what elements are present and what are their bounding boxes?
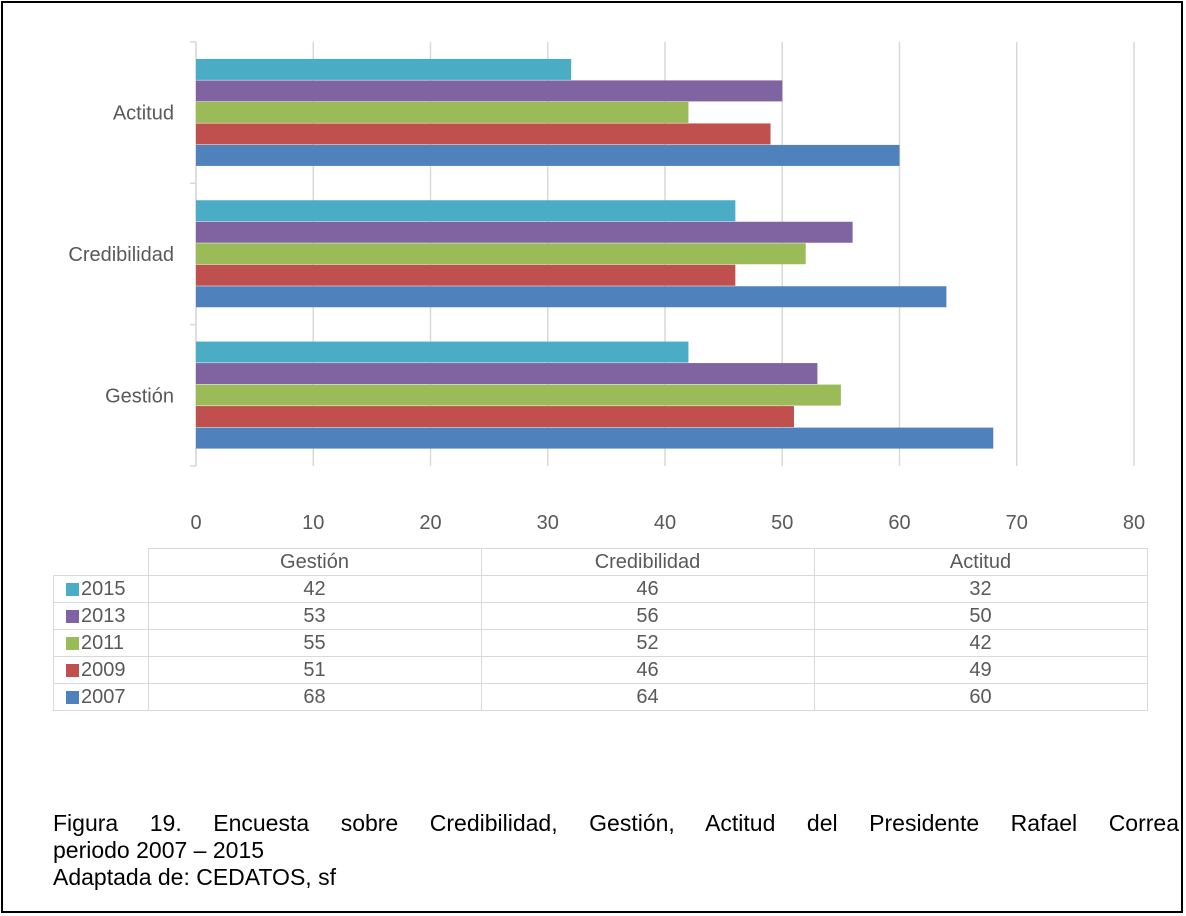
x-tick-label: 10 xyxy=(302,512,324,534)
table-value-cell: 50 xyxy=(813,602,1148,630)
category-label: Credibilidad xyxy=(68,244,174,266)
series-name: 2009 xyxy=(81,659,126,681)
x-tick-label: 40 xyxy=(654,512,676,534)
table-value-cell: 42 xyxy=(147,575,482,603)
x-tick-label: 20 xyxy=(419,512,441,534)
table-value-cell: 60 xyxy=(813,683,1148,711)
x-tick-label: 0 xyxy=(190,512,201,534)
table-series-cell: 2015 xyxy=(53,575,149,603)
series-name: 2007 xyxy=(81,686,126,708)
bar-2009-Gestión xyxy=(196,406,794,428)
legend-swatch xyxy=(66,637,79,650)
table-value-cell: 49 xyxy=(813,656,1148,684)
table-series-cell: 2007 xyxy=(53,683,149,711)
table-value-cell: 51 xyxy=(147,656,482,684)
legend-swatch xyxy=(66,610,79,623)
table-column-header: Credibilidad xyxy=(480,548,815,576)
x-tick-label: 70 xyxy=(1006,512,1028,534)
table-value-cell: 42 xyxy=(813,629,1148,657)
bar-chart: Gestión Credibilidad Actitud 0 10 20 30 40 50 60… xyxy=(68,41,1145,534)
bar-2009-Credibilidad xyxy=(196,264,736,286)
table-value-cell: 46 xyxy=(480,656,815,684)
figure-caption: Figura 19. Encuesta sobre Credibilidad, … xyxy=(53,810,1179,891)
table-column-header: Gestión xyxy=(147,548,482,576)
legend-swatch xyxy=(66,583,79,596)
bar-2007-Actitud xyxy=(196,144,900,166)
bar-2015-Gestión xyxy=(196,341,689,363)
table-value-cell: 46 xyxy=(480,575,815,603)
bar-2015-Actitud xyxy=(196,58,572,80)
table-header-row: Gestión Credibilidad Actitud xyxy=(53,548,1148,576)
table-value-cell: 53 xyxy=(147,602,482,630)
table-value-cell: 32 xyxy=(813,575,1148,603)
table-row: 2015 42 46 32 xyxy=(53,575,1148,603)
x-axis-ticks: 0 10 20 30 40 50 60 70 80 xyxy=(190,512,1145,534)
bar-2013-Credibilidad xyxy=(196,221,853,243)
category-label: Actitud xyxy=(113,103,174,125)
table-series-cell: 2013 xyxy=(53,602,149,630)
table-value-cell: 55 xyxy=(147,629,482,657)
bar-2011-Gestión xyxy=(196,384,841,406)
series-name: 2011 xyxy=(81,632,125,654)
bar-2009-Actitud xyxy=(196,123,771,145)
table-row: 2013 53 56 50 xyxy=(53,602,1148,630)
series-name: 2013 xyxy=(81,605,126,627)
x-tick-label: 80 xyxy=(1123,512,1145,534)
table-row: 2007 68 64 60 xyxy=(53,683,1148,711)
series-name: 2015 xyxy=(81,578,126,600)
table-row: 2009 51 46 49 xyxy=(53,656,1148,684)
bar-2013-Actitud xyxy=(196,80,783,102)
table-value-cell: 56 xyxy=(480,602,815,630)
caption-source: Adaptada de: CEDATOS, sf xyxy=(53,864,336,890)
table-value-cell: 64 xyxy=(480,683,815,711)
table-corner xyxy=(53,548,149,576)
caption-period: periodo 2007 – 2015 xyxy=(53,837,265,863)
table-value-cell: 68 xyxy=(147,683,482,711)
bar-2011-Credibilidad xyxy=(196,243,806,265)
category-labels: Gestión Credibilidad Actitud xyxy=(68,103,174,408)
category-label: Gestión xyxy=(105,385,174,407)
table-column-header: Actitud xyxy=(813,548,1148,576)
legend-swatch xyxy=(66,664,79,677)
table-series-cell: 2009 xyxy=(53,656,149,684)
table-value-cell: 52 xyxy=(480,629,815,657)
bar-2007-Credibilidad xyxy=(196,286,947,308)
x-tick-label: 50 xyxy=(771,512,793,534)
chart-data-table: Gestión Credibilidad Actitud 2015 42 46 32 201… xyxy=(53,548,1148,711)
table-series-cell: 2011 xyxy=(53,629,149,657)
legend-swatch xyxy=(66,691,79,704)
bar-2007-Gestión xyxy=(196,427,994,449)
x-tick-label: 30 xyxy=(537,512,559,534)
bars xyxy=(196,58,994,449)
table-body: 2015 42 46 32 2013 53 56 50 2011 55 52 42 2009 51 46 49… xyxy=(53,575,1148,711)
caption-title: Figura 19. Encuesta sobre Credibilidad, … xyxy=(53,810,1179,836)
table-row: 2011 55 52 42 xyxy=(53,629,1148,657)
bar-2015-Credibilidad xyxy=(196,200,736,222)
x-tick-label: 60 xyxy=(888,512,910,534)
bar-2011-Actitud xyxy=(196,101,689,123)
bar-2013-Gestión xyxy=(196,363,818,385)
